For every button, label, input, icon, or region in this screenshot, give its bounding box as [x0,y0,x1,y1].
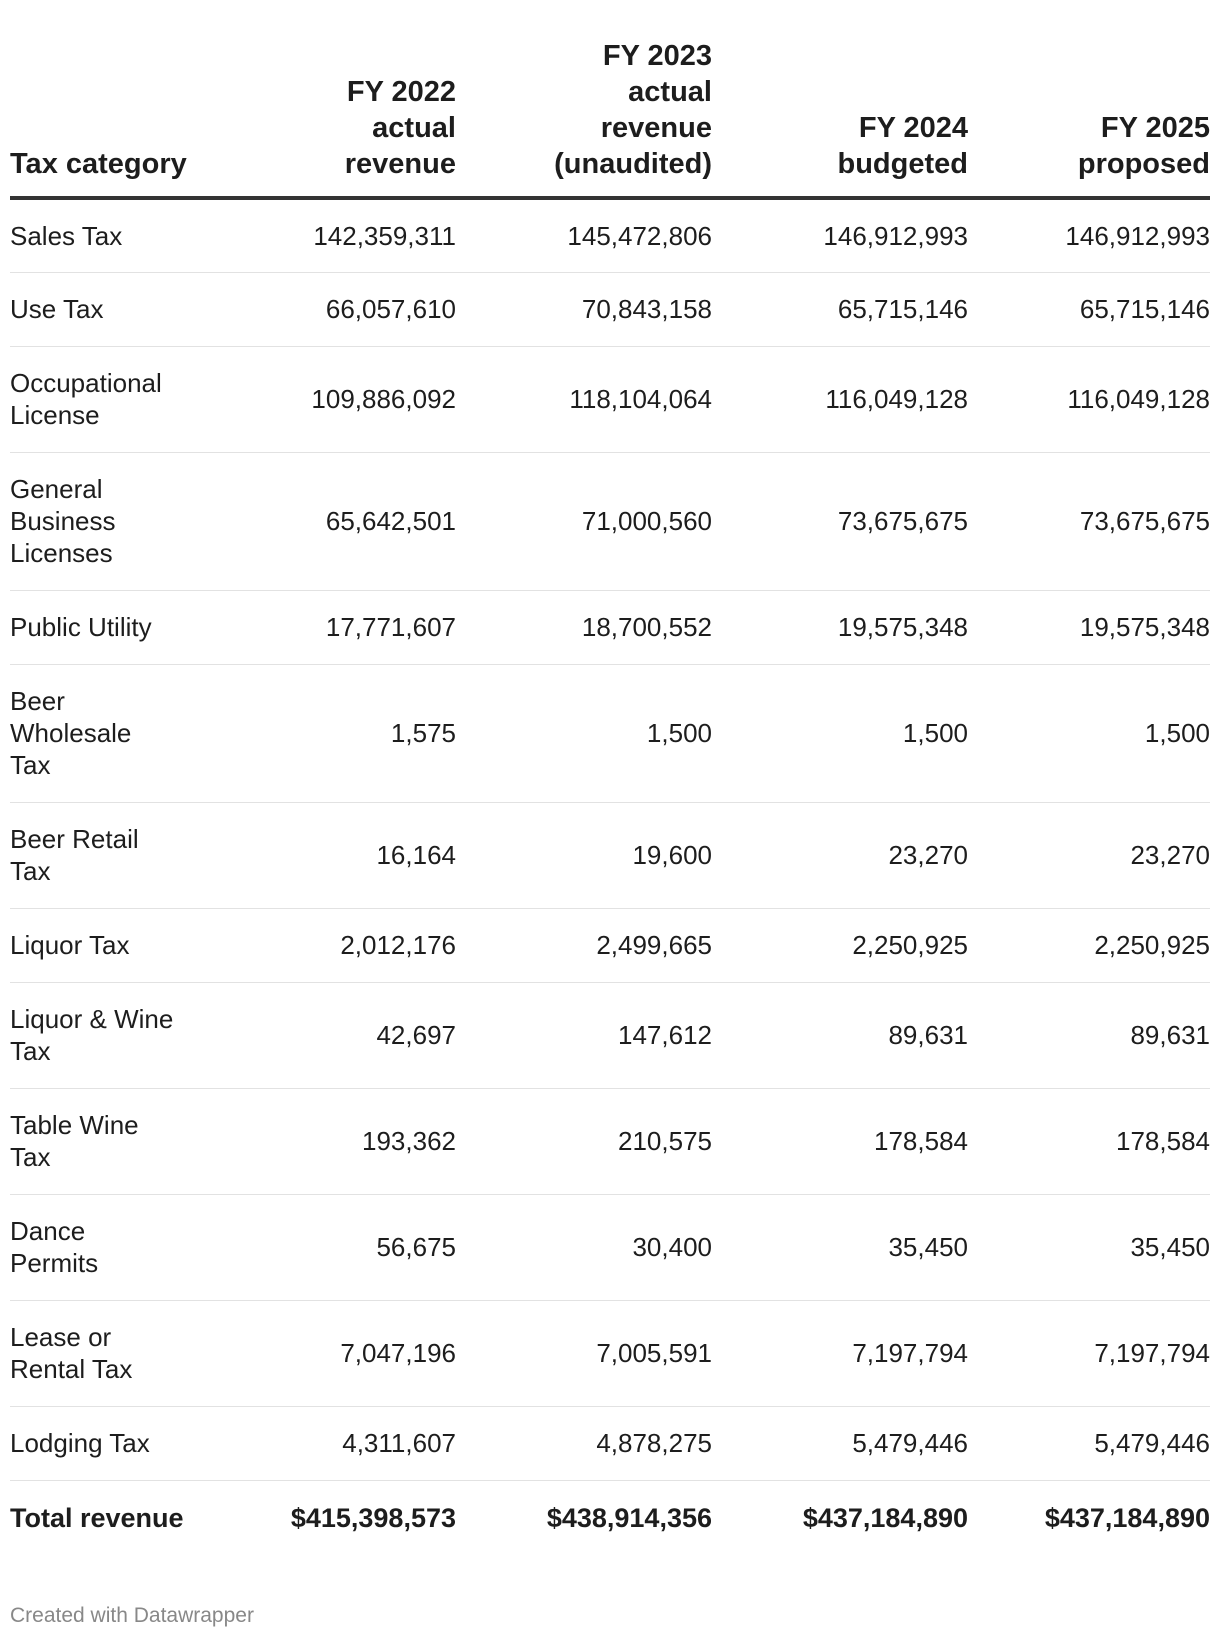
row-value-fy2022: 2,012,176 [220,908,456,983]
row-category: Table Wine Tax [10,1088,220,1195]
row-value-fy2024: 89,631 [712,982,968,1089]
row-value-fy2025: 116,049,128 [968,346,1210,453]
total-value-fy2025: $437,184,890 [1044,1502,1210,1533]
total-row: Total revenue $415,398,573 $438,914,356 $43… [10,1480,1210,1555]
row-value-fy2024: 65,715,146 [712,272,968,347]
table-header: Tax category FY 2022 actual revenue FY 2… [10,38,1210,200]
row-category: Sales Tax [10,198,220,273]
row-category: Lodging Tax [10,1406,220,1481]
column-header-fy2022[interactable]: FY 2022 actual revenue [220,38,456,200]
row-value-fy2023: 210,575 [456,1088,712,1195]
table-row: Dance Permits 56,675 30,400 35,450 35,450 [10,1194,1210,1301]
table-body: Sales Tax 142,359,311 145,472,806 146,912,9… [10,198,1210,1555]
row-category: Use Tax [10,272,220,347]
datawrapper-credit: Created with Datawrapper [10,1604,254,1627]
column-header-fy2025[interactable]: FY 2025 proposed [968,38,1210,200]
table-row: Sales Tax 142,359,311 145,472,806 146,912,9… [10,198,1210,273]
row-value-fy2024: 116,049,128 [712,346,968,453]
row-value-fy2023: 7,005,591 [456,1300,712,1407]
row-value-fy2024: 1,500 [712,664,968,803]
table-row: Lease or Rental Tax 7,047,196 7,005,591 7,1… [10,1300,1210,1407]
row-value-fy2022: 56,675 [220,1194,456,1301]
table-row: Use Tax 66,057,610 70,843,158 65,715,146 65,… [10,272,1210,347]
row-value-fy2023: 4,878,275 [456,1406,712,1481]
row-value-fy2025: 2,250,925 [968,908,1210,983]
row-category: Beer Retail Tax [10,802,220,909]
row-value-fy2023: 18,700,552 [456,590,712,665]
row-value-fy2024: 35,450 [712,1194,968,1301]
row-value-fy2024: 73,675,675 [712,452,968,591]
table-row: Beer Wholesale Tax 1,575 1,500 1,500 1,500 [10,664,1210,803]
row-value-fy2022: 142,359,311 [220,198,456,273]
table-row: Beer Retail Tax 16,164 19,600 23,270 23,270 [10,802,1210,909]
row-value-fy2023: 118,104,064 [456,346,712,453]
total-value-fy2022: $415,398,573 [290,1502,456,1533]
table-row: General Business Licenses 65,642,501 71,00… [10,452,1210,591]
revenue-table-container: Tax category FY 2022 actual revenue FY 2… [10,38,1210,1555]
column-header-fy2023[interactable]: FY 2023 actual revenue (unaudited) [456,38,712,200]
row-category: Beer Wholesale Tax [10,664,220,803]
row-category: Dance Permits [10,1194,220,1301]
row-value-fy2022: 65,642,501 [220,452,456,591]
table-row: Liquor Tax 2,012,176 2,499,665 2,250,925 2,2… [10,908,1210,983]
row-value-fy2023: 19,600 [456,802,712,909]
table-row: Public Utility 17,771,607 18,700,552 19,575… [10,590,1210,665]
row-value-fy2024: 5,479,446 [712,1406,968,1481]
row-value-fy2023: 145,472,806 [456,198,712,273]
row-value-fy2022: 1,575 [220,664,456,803]
row-category: Lease or Rental Tax [10,1300,220,1407]
row-value-fy2023: 2,499,665 [456,908,712,983]
row-value-fy2025: 89,631 [968,982,1210,1089]
row-value-fy2025: 178,584 [968,1088,1210,1195]
row-value-fy2023: 147,612 [456,982,712,1089]
row-value-fy2025: 1,500 [968,664,1210,803]
row-category: General Business Licenses [10,452,220,591]
table-row: Table Wine Tax 193,362 210,575 178,584 178,5… [10,1088,1210,1195]
row-value-fy2024: 146,912,993 [712,198,968,273]
row-value-fy2024: 19,575,348 [712,590,968,665]
table-row: Liquor & Wine Tax 42,697 147,612 89,631 89,6… [10,982,1210,1089]
row-value-fy2022: 16,164 [220,802,456,909]
row-value-fy2023: 71,000,560 [456,452,712,591]
row-value-fy2025: 146,912,993 [968,198,1210,273]
row-value-fy2024: 178,584 [712,1088,968,1195]
column-header-fy2024[interactable]: FY 2024 budgeted [712,38,968,200]
row-value-fy2024: 2,250,925 [712,908,968,983]
row-value-fy2022: 17,771,607 [220,590,456,665]
row-value-fy2023: 30,400 [456,1194,712,1301]
column-header-tax-category[interactable]: Tax category [10,38,220,200]
row-value-fy2025: 35,450 [968,1194,1210,1301]
row-value-fy2025: 23,270 [968,802,1210,909]
row-category: Occupational License [10,346,220,453]
row-value-fy2025: 5,479,446 [968,1406,1210,1481]
row-category: Public Utility [10,590,220,665]
row-value-fy2024: 7,197,794 [712,1300,968,1407]
total-label: Total revenue [10,1502,184,1533]
row-value-fy2022: 109,886,092 [220,346,456,453]
row-category: Liquor & Wine Tax [10,982,220,1089]
row-value-fy2022: 4,311,607 [220,1406,456,1481]
row-value-fy2025: 73,675,675 [968,452,1210,591]
row-value-fy2023: 70,843,158 [456,272,712,347]
row-value-fy2022: 66,057,610 [220,272,456,347]
table-row: Occupational License 109,886,092 118,104,0… [10,346,1210,453]
table-row: Lodging Tax 4,311,607 4,878,275 5,479,446 5,… [10,1406,1210,1481]
row-value-fy2025: 65,715,146 [968,272,1210,347]
row-value-fy2022: 7,047,196 [220,1300,456,1407]
total-value-fy2023: $438,914,356 [546,1502,712,1533]
row-value-fy2024: 23,270 [712,802,968,909]
row-value-fy2025: 19,575,348 [968,590,1210,665]
total-value-fy2024: $437,184,890 [802,1502,968,1533]
row-value-fy2022: 42,697 [220,982,456,1089]
header-row: Tax category FY 2022 actual revenue FY 2… [10,38,1210,200]
row-category: Liquor Tax [10,908,220,983]
row-value-fy2023: 1,500 [456,664,712,803]
row-value-fy2022: 193,362 [220,1088,456,1195]
row-value-fy2025: 7,197,794 [968,1300,1210,1407]
revenue-table: Tax category FY 2022 actual revenue FY 2… [10,38,1210,1555]
